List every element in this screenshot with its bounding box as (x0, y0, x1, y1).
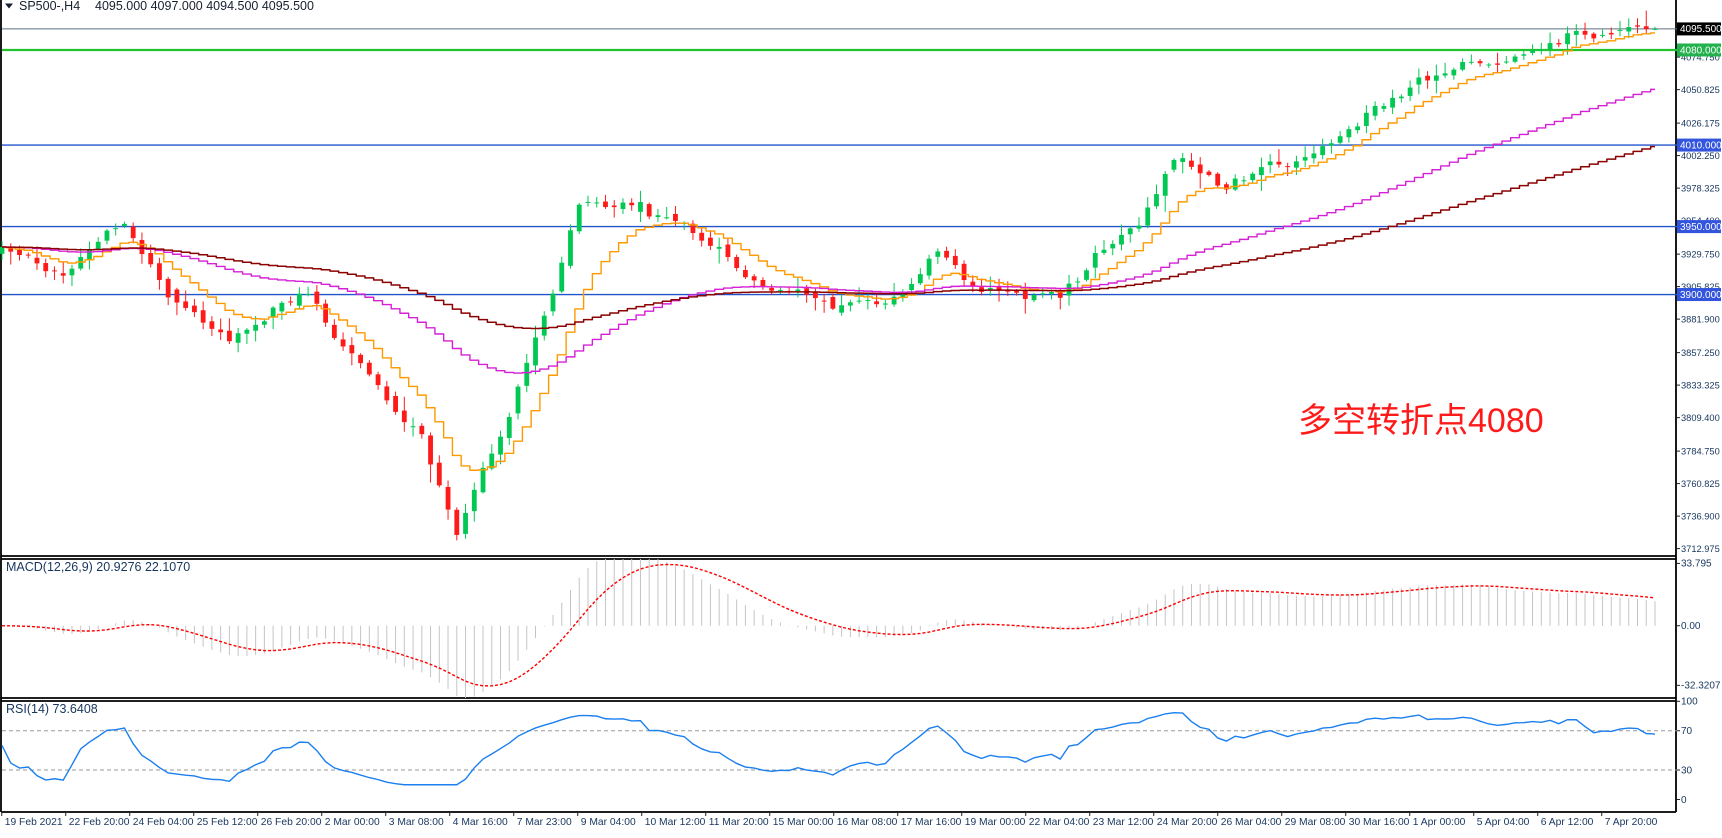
svg-text:30: 30 (1681, 765, 1693, 776)
svg-text:4010.000: 4010.000 (1680, 140, 1722, 151)
svg-text:4095.000 4097.000 4094.500 409: 4095.000 4097.000 4094.500 4095.500 (95, 0, 314, 13)
svg-text:-32.3207: -32.3207 (1681, 681, 1721, 692)
svg-text:22 Feb 20:00: 22 Feb 20:00 (69, 817, 130, 828)
svg-text:19 Feb 2021: 19 Feb 2021 (5, 817, 63, 828)
svg-text:MACD(12,26,9) 20.9276 22.1070: MACD(12,26,9) 20.9276 22.1070 (6, 560, 190, 574)
svg-text:RSI(14) 73.6408: RSI(14) 73.6408 (6, 702, 98, 716)
svg-text:2 Mar 00:00: 2 Mar 00:00 (325, 817, 380, 828)
svg-text:33.795: 33.795 (1681, 559, 1712, 570)
svg-text:3857.250: 3857.250 (1681, 348, 1720, 358)
svg-text:3900.000: 3900.000 (1680, 290, 1722, 301)
svg-text:4002.250: 4002.250 (1681, 151, 1720, 161)
svg-text:3950.000: 3950.000 (1680, 222, 1722, 233)
svg-text:4050.825: 4050.825 (1681, 85, 1720, 95)
svg-text:4080.000: 4080.000 (1680, 45, 1722, 56)
svg-text:3881.900: 3881.900 (1681, 315, 1720, 325)
svg-text:4026.175: 4026.175 (1681, 119, 1720, 129)
svg-text:5 Apr 04:00: 5 Apr 04:00 (1477, 817, 1530, 828)
svg-text:3833.325: 3833.325 (1681, 381, 1720, 391)
svg-text:24 Feb 04:00: 24 Feb 04:00 (133, 817, 194, 828)
svg-text:22 Mar 04:00: 22 Mar 04:00 (1029, 817, 1090, 828)
svg-text:多空转折点4080: 多空转折点4080 (1298, 402, 1544, 440)
svg-text:0: 0 (1681, 795, 1687, 806)
svg-text:25 Feb 12:00: 25 Feb 12:00 (197, 817, 258, 828)
svg-text:26 Feb 20:00: 26 Feb 20:00 (261, 817, 322, 828)
svg-text:3809.400: 3809.400 (1681, 413, 1720, 423)
svg-text:16 Mar 08:00: 16 Mar 08:00 (837, 817, 898, 828)
svg-text:3736.900: 3736.900 (1681, 512, 1720, 522)
svg-text:26 Mar 04:00: 26 Mar 04:00 (1221, 817, 1282, 828)
svg-text:15 Mar 00:00: 15 Mar 00:00 (773, 817, 834, 828)
svg-text:4 Mar 16:00: 4 Mar 16:00 (453, 817, 508, 828)
svg-text:10 Mar 12:00: 10 Mar 12:00 (645, 817, 706, 828)
svg-text:9 Mar 04:00: 9 Mar 04:00 (581, 817, 636, 828)
svg-text:3978.325: 3978.325 (1681, 184, 1720, 194)
svg-text:17 Mar 16:00: 17 Mar 16:00 (901, 817, 962, 828)
svg-text:30 Mar 16:00: 30 Mar 16:00 (1349, 817, 1410, 828)
svg-text:4095.500: 4095.500 (1680, 24, 1722, 35)
svg-text:7 Mar 23:00: 7 Mar 23:00 (517, 817, 572, 828)
svg-text:6 Apr 12:00: 6 Apr 12:00 (1541, 817, 1594, 828)
svg-text:19 Mar 00:00: 19 Mar 00:00 (965, 817, 1026, 828)
svg-text:7 Apr 20:00: 7 Apr 20:00 (1605, 817, 1658, 828)
svg-text:SP500-,H4: SP500-,H4 (19, 0, 80, 13)
svg-text:23 Mar 12:00: 23 Mar 12:00 (1093, 817, 1154, 828)
svg-text:100: 100 (1681, 697, 1698, 708)
svg-text:11 Mar 20:00: 11 Mar 20:00 (709, 817, 769, 828)
svg-text:3760.825: 3760.825 (1681, 479, 1720, 489)
svg-text:29 Mar 08:00: 29 Mar 08:00 (1285, 817, 1346, 828)
svg-text:24 Mar 20:00: 24 Mar 20:00 (1157, 817, 1218, 828)
svg-text:3712.975: 3712.975 (1681, 544, 1720, 554)
svg-text:3929.750: 3929.750 (1681, 250, 1720, 260)
svg-text:1 Apr 00:00: 1 Apr 00:00 (1413, 817, 1466, 828)
svg-text:0.00: 0.00 (1681, 621, 1701, 632)
svg-text:3 Mar 08:00: 3 Mar 08:00 (389, 817, 444, 828)
svg-text:3784.750: 3784.750 (1681, 447, 1720, 457)
svg-text:70: 70 (1681, 726, 1693, 737)
